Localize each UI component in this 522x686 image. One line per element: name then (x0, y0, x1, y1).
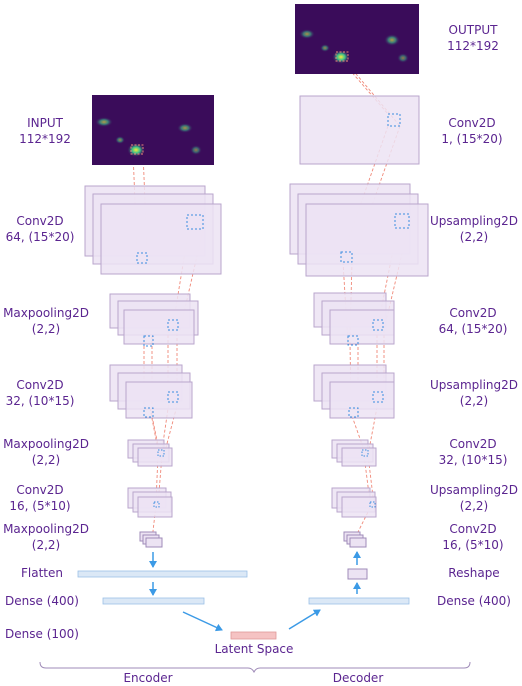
encoder-maxpool-1-kernel-b (143, 335, 154, 347)
encoder-conv2d-32-kernel-b (143, 407, 154, 418)
latent-space-label: Latent Space (215, 642, 294, 656)
decoder-layer-4-name: Upsampling2D (430, 378, 518, 392)
encoder-conv2d-64-kernel-a (186, 214, 204, 230)
encoder-layer-4-name: Maxpooling2D (3, 437, 89, 451)
reshape-label: Reshape (448, 566, 499, 580)
encoder-maxpool-1-kernel-a (167, 319, 179, 331)
encoder-conv2d-16-kernel (153, 501, 160, 508)
encoder-layer-6-name: Maxpooling2D (3, 522, 89, 536)
decoder-layer-6-name: Upsampling2D (430, 483, 518, 497)
decoder-upsampling-1-kernel-a (394, 213, 410, 229)
decoder-upsampling-3-kernel (369, 501, 376, 508)
decoder-layer-3-name: Conv2D (449, 306, 496, 320)
input-heatmap (92, 95, 214, 165)
encoder-maxpool-2-stack (127, 439, 173, 467)
decoder-upsampling-2-stack (313, 364, 395, 419)
encoder-layer-2-name: Maxpooling2D (3, 306, 89, 320)
encoder-conv2d-32-kernel-a (167, 391, 179, 403)
decoder-upsampling-3-stack (331, 487, 377, 518)
output-heatmap (295, 4, 419, 74)
decoder-conv2d-64-stack (313, 292, 395, 345)
encoder-layer-6-params: (2,2) (32, 538, 60, 552)
decoder-layer-1-name: Conv2D (448, 116, 495, 130)
encoder-maxpool-2-kernel (157, 449, 165, 457)
decoder-layer-4-params: (2,2) (460, 394, 488, 408)
decoder-upsampling-1-stack (289, 183, 429, 277)
decoder-layer-5-name: Conv2D (449, 437, 496, 451)
encoder-decoder-brace (39, 661, 471, 674)
latent-arrow-to-decoder (288, 609, 321, 630)
decoder-layer-2-params: (2,2) (460, 230, 488, 244)
encoder-layer-5-name: Conv2D (16, 483, 63, 497)
decoder-upsampling-2-kernel-a (372, 391, 384, 403)
flatten-label: Flatten (21, 566, 63, 580)
encoder-arrow-to-latent (182, 611, 223, 632)
flatten-bar (77, 570, 248, 578)
decoder-layer-2-name: Upsampling2D (430, 214, 518, 228)
decoder-layer-3-params: 64, (15*20) (439, 322, 508, 336)
decoder-layer-7-params: 16, (5*10) (442, 538, 503, 552)
encoder-layer-1-params: 64, (15*20) (6, 230, 75, 244)
decoder-upsampling-1-kernel-b (340, 251, 353, 263)
decoder-conv2d-1-kernel (387, 113, 401, 127)
encoder-conv2d-16-stack (127, 487, 173, 518)
output-title: OUTPUT (449, 23, 499, 37)
decoder-layer-6-params: (2,2) (460, 499, 488, 513)
encoder-dense-100-label: Dense (100) (5, 627, 79, 641)
encoder-layer-5-params: 16, (5*10) (9, 499, 70, 513)
decoder-layer-1-params: 1, (15*20) (441, 132, 502, 146)
encoder-layer-4-params: (2,2) (32, 453, 60, 467)
encoder-layer-3-name: Conv2D (16, 378, 63, 392)
encoder-layer-1-name: Conv2D (16, 214, 63, 228)
decoder-dense-400-label: Dense (400) (437, 594, 511, 608)
output-size: 112*192 (447, 39, 499, 53)
decoder-layer-5-params: 32, (10*15) (439, 453, 508, 467)
decoder-conv2d-16-stack (343, 531, 367, 548)
decoder-caption: Decoder (333, 671, 384, 685)
encoder-maxpool-3-stack (139, 531, 163, 548)
encoder-dense-400-label: Dense (400) (5, 594, 79, 608)
encoder-conv2d-64-stack (84, 185, 222, 275)
encoder-conv2d-32-stack (109, 364, 193, 419)
decoder-dense-400-bar (308, 597, 410, 605)
encoder-caption: Encoder (123, 671, 172, 685)
encoder-layer-2-params: (2,2) (32, 322, 60, 336)
encoder-conv2d-64-kernel-b (136, 252, 148, 264)
decoder-conv2d-64-kernel-a (372, 319, 384, 331)
decoder-conv2d-1-layer (299, 95, 420, 165)
input-title: INPUT (27, 116, 64, 130)
decoder-conv2d-32-stack (331, 439, 377, 467)
encoder-dense-400-bar (102, 597, 205, 605)
input-size: 112*192 (19, 132, 71, 146)
decoder-upsampling-2-kernel-b (348, 407, 359, 418)
decoder-conv2d-64-kernel-b (347, 335, 359, 346)
decoder-conv2d-32-kernel (361, 449, 369, 457)
encoder-maxpool-1-stack (109, 293, 199, 345)
encoder-layer-3-params: 32, (10*15) (6, 394, 75, 408)
reshape-box (347, 568, 368, 580)
decoder-layer-7-name: Conv2D (449, 522, 496, 536)
latent-space-bar (230, 631, 277, 640)
